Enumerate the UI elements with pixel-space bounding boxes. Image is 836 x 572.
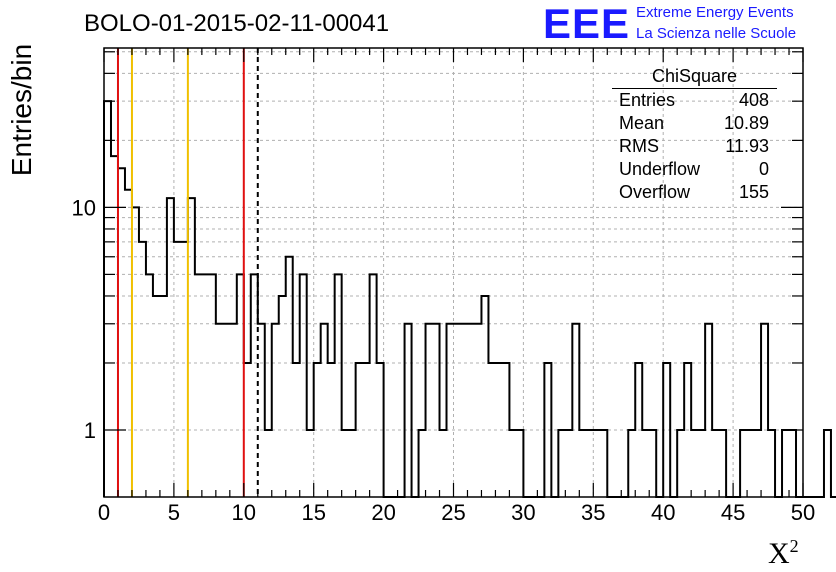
x-axis-label-superscript: 2	[789, 536, 799, 556]
histogram-line	[103, 100, 836, 498]
brand-line-2: La Scienza nelle Scuole	[636, 25, 797, 42]
x-tick-label: 45	[721, 500, 745, 525]
stats-value: 408	[738, 90, 769, 110]
stats-label: Underflow	[619, 159, 701, 179]
x-tick-label: 10	[232, 500, 256, 525]
stats-value: 155	[738, 182, 769, 202]
x-tick-label: 25	[441, 500, 465, 525]
stats-row-mean: Mean 10.89	[612, 112, 777, 135]
stats-label: Overflow	[619, 182, 691, 202]
stats-title: ChiSquare	[612, 64, 777, 89]
x-tick-label: 5	[168, 500, 180, 525]
x-tick-label: 0	[98, 500, 110, 525]
stats-label: Entries	[619, 90, 676, 110]
y-axis-label: Entries/bin	[6, 43, 37, 177]
stats-label: RMS	[619, 136, 659, 156]
stats-row-rms: RMS 11.93	[612, 135, 777, 158]
stats-row-underflow: Underflow 0	[612, 158, 777, 181]
x-axis-label: X2	[768, 536, 799, 571]
x-tick-label: 20	[371, 500, 395, 525]
x-axis-label-base: X	[768, 537, 790, 570]
stats-box: ChiSquare Entries 408 Mean 10.89 RMS 11.93 …	[612, 64, 777, 204]
stats-value: 10.89	[723, 113, 769, 133]
stats-value: 0	[758, 159, 769, 179]
y-tick-label: 10	[72, 195, 96, 220]
x-tick-label: 35	[581, 500, 605, 525]
x-tick-label: 15	[301, 500, 325, 525]
brand-line-1: Extreme Energy Events	[636, 4, 794, 21]
stats-value: 11.93	[725, 136, 769, 156]
stats-label: Mean	[619, 113, 665, 133]
x-tick-label: 40	[651, 500, 675, 525]
y-tick-label: 1	[84, 418, 96, 443]
eee-logo: EEE	[543, 0, 631, 47]
x-tick-label: 50	[791, 500, 815, 525]
histogram-title: BOLO-01-2015-02-11-00041	[84, 10, 390, 37]
stats-row-overflow: Overflow 155	[612, 181, 777, 204]
x-tick-label: 30	[511, 500, 535, 525]
stats-row-entries: Entries 408	[612, 89, 777, 112]
